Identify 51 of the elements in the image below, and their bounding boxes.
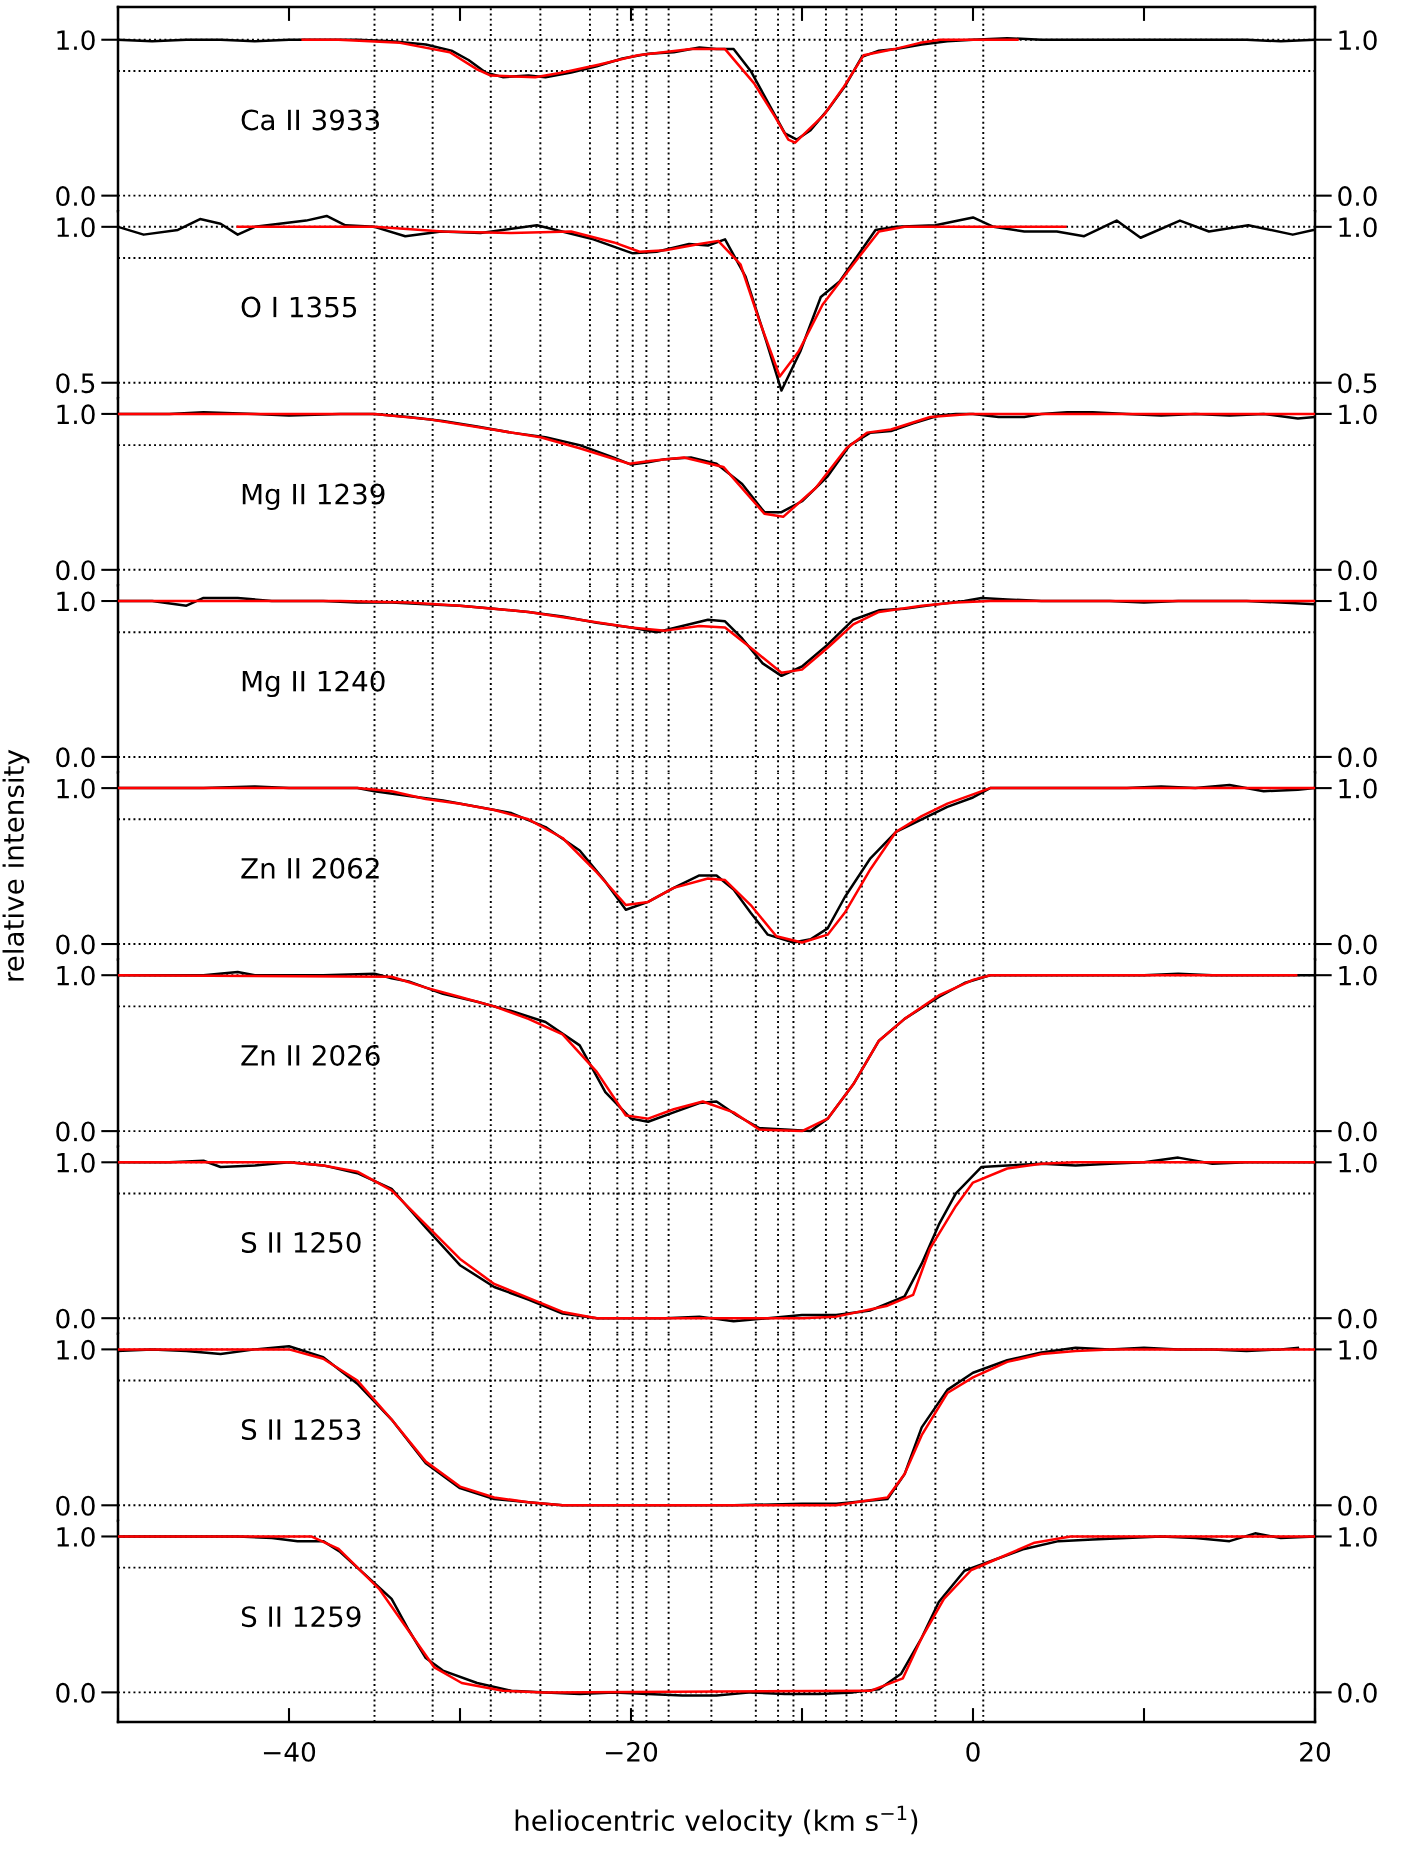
text: Zn II 2062 [241,857,379,879]
text: S II 1250 [241,1231,361,1253]
y2-tick-label: 0.0 [1338,1495,1377,1516]
y2-tick-label: 0.0 [1338,1121,1377,1142]
y-axis-title: relative intensity [2,749,30,981]
y2-tick-label: 1.0 [1339,778,1377,799]
y2-tick-label: 1.0 [1339,1526,1377,1547]
y2-tick-label: 1.0 [1339,1152,1377,1173]
y-tick-label: 0.0 [56,1682,95,1703]
y-tick-label: 0.0 [56,1308,95,1329]
x-tick-label: 20 [1300,1741,1331,1762]
x-tick-label: −40 [263,1741,316,1762]
y-tick-label: 1.0 [57,404,95,425]
y-tick-label: 0.0 [56,1495,95,1516]
text: S II 1259 [241,1606,361,1628]
text: Mg II 1240 [242,670,385,698]
y-tick-label: 1.0 [57,30,95,51]
text: O I 1355 [241,296,357,318]
y2-tick-label: 0.0 [1338,1682,1377,1703]
y2-tick-label: 1.0 [1339,965,1377,986]
y2-tick-label: 0.0 [1338,934,1377,955]
y-tick-label: 1.0 [57,1339,95,1360]
y-tick-label: 1.0 [57,1526,95,1547]
text: Ca II 3933 [241,109,380,131]
y-tick-label: 1.0 [57,1152,95,1173]
y2-tick-label: 0.0 [1338,1308,1377,1329]
y2-tick-label: 1.0 [1339,30,1377,51]
y-tick-label: 1.0 [57,591,95,612]
text: S II 1253 [241,1419,361,1441]
x-tick-label: 0 [966,1741,980,1762]
y-tick-label: 0.0 [56,934,95,955]
y-tick-label: 0.5 [56,373,95,394]
y-tick-label: 1.0 [57,217,95,238]
x-tick-label: −20 [605,1741,658,1762]
y2-tick-label: 0.0 [1338,186,1377,207]
y-tick-label: 1.0 [57,778,95,799]
text: Zn II 2026 [241,1044,380,1066]
y-tick-label: 1.0 [57,965,95,986]
x-axis-title: heliocentric velocity (km s$^{−1}$) [515,1805,918,1837]
y-tick-label: 0.0 [56,560,95,581]
text: Mg II 1239 [242,483,385,510]
y-tick-label: 0.0 [56,1121,95,1142]
y2-tick-label: 1.0 [1339,591,1377,612]
y2-tick-label: 0.0 [1338,747,1377,768]
y-tick-label: 0.0 [56,747,95,768]
y2-tick-label: 1.0 [1339,1339,1377,1360]
y2-tick-label: 0.0 [1338,560,1377,581]
y-tick-label: 0.0 [56,186,95,207]
y2-tick-label: 0.5 [1338,373,1377,394]
y2-tick-label: 1.0 [1339,404,1377,425]
y2-tick-label: 1.0 [1339,217,1377,238]
